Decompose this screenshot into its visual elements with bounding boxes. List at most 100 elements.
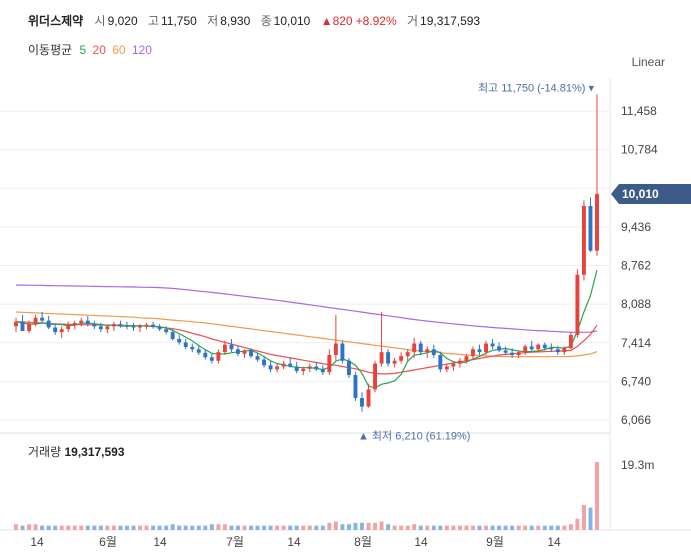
volume-bar [301,525,306,530]
ma-5-label: 5 [79,43,87,57]
volume-value: 19,317,593 [420,14,481,28]
volume-bar [314,525,319,530]
candle-body [66,325,71,330]
candle-body [262,359,267,366]
volume-bar [72,525,77,530]
volume-tick-label: 19.3m [621,458,654,472]
volume-bar [177,525,182,530]
candle-body [595,193,599,251]
candle-body [379,352,384,364]
candle-body [170,332,175,339]
moving-average-legend[interactable]: 이동평균 5 20 60 120 [28,41,155,58]
volume-bar [581,504,586,530]
candle-body [503,350,508,353]
candle-body [164,329,169,333]
volume-bar [209,524,214,530]
y-tick-label: 9,436 [621,220,651,234]
high-label: 고 [147,14,160,28]
candle-body [523,346,528,353]
candle-body [209,357,214,361]
volume-bar [477,525,482,530]
candle-body [529,346,534,350]
open-value: 9,020 [107,14,138,28]
volume-bar [111,525,116,530]
current-price-tag [611,183,691,204]
candle-body [438,355,443,370]
volume-bar [242,525,247,530]
volume-bar [249,525,253,530]
volume-bar [418,525,423,530]
candle-body [275,366,280,370]
candle-body [346,360,351,376]
volume-bar [425,525,430,530]
candle-body [98,326,103,330]
volume-bar [523,525,528,530]
candle-body [46,320,51,328]
candle-body [294,366,299,372]
volume-bar [555,525,560,530]
volume-bar [595,462,599,530]
ma-120-line [16,284,598,333]
volume-bar [373,522,378,530]
candle-body [314,366,319,370]
candle-body [555,349,560,353]
volume-bar [568,524,573,530]
volume-bar [549,525,554,530]
candle-body [360,397,364,407]
candle-body [477,349,482,353]
ma-20-label: 20 [92,43,106,57]
candle-body [412,343,417,353]
candle-body [125,325,129,327]
candle-body [373,363,378,390]
candle-body [183,342,188,347]
candle-body [471,349,475,357]
low-value: 8,930 [220,14,251,28]
candle-body [418,343,423,353]
volume-bar [229,525,234,530]
volume-pane-label: 거래량 19,317,593 [28,443,125,460]
candle-body [118,324,123,326]
candle-body [353,375,358,398]
candle-body [301,368,306,372]
y-tick-label: 10,784 [621,143,658,157]
scale-toggle-button[interactable]: Linear [631,55,665,69]
close-label: 종 [260,14,272,28]
volume-bar [288,525,293,530]
volume-bar [255,525,260,530]
candle-body [177,338,182,343]
ma-120-label: 120 [131,43,152,57]
volume-bar [33,524,38,530]
stock-name: 위더스제약 [28,14,84,28]
candle-body [59,329,64,333]
candle-body [588,206,593,251]
y-tick-label: 8,762 [621,259,651,273]
volume-bar [59,525,64,530]
volume-pane-title: 거래량 [28,445,62,459]
volume-bar [27,524,32,530]
volume-bar [366,522,371,530]
x-tick-label: 14 [287,535,301,549]
candle-body [386,352,391,364]
max-price-annotation: 최고 11,750 (-14.81%) ▾ [478,81,595,94]
open-label: 시 [94,14,106,28]
volume-bar [216,524,221,530]
candle-body [27,323,32,331]
x-tick-label: 8월 [354,535,372,549]
candle-body [425,349,430,353]
candle-body [249,350,253,357]
x-tick-label: 6월 [99,535,117,549]
volume-bar [92,525,97,530]
volume-bar [275,525,280,530]
y-tick-label: 6,740 [621,374,651,388]
candle-body [138,326,142,328]
x-tick-label: 7월 [226,535,244,549]
volume-bar [14,524,18,530]
candle-body [464,356,469,361]
volume-bar [399,525,404,530]
candle-body [79,320,84,323]
volume-bar [170,524,175,530]
candle-body [105,326,110,330]
volume-bar [431,525,436,530]
volume-bar [471,525,475,530]
